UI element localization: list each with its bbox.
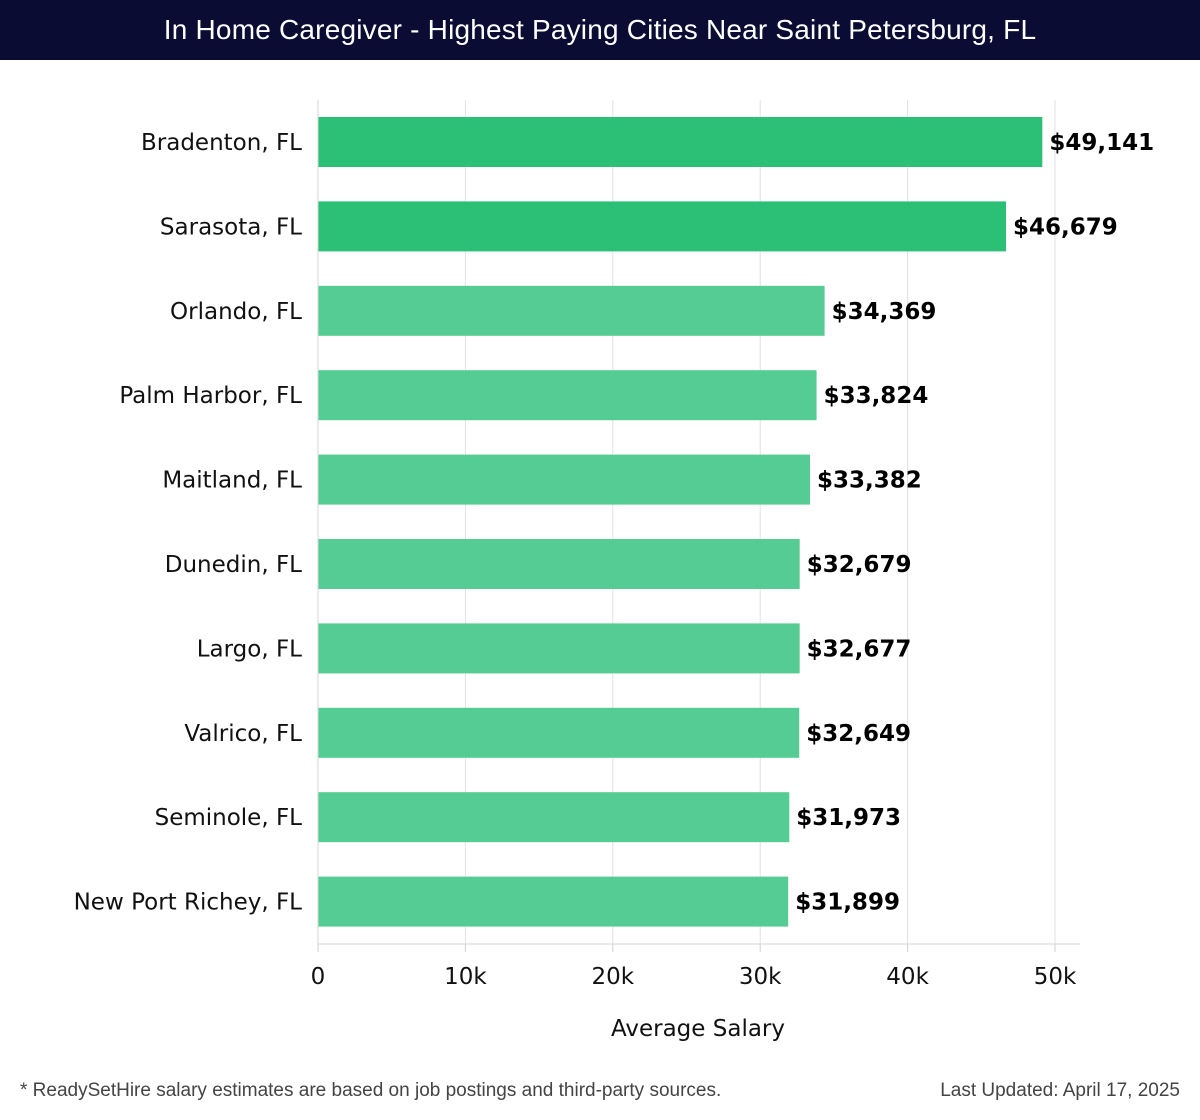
value-label: $32,679 [807, 552, 912, 578]
bar-chart: Bradenton, FL Sarasota, FL Orlando, FL Palm… [74, 100, 1154, 1042]
x-axis-title: Average Salary [611, 1016, 785, 1042]
value-label: $31,899 [795, 890, 900, 916]
value-label: $34,369 [832, 299, 937, 325]
category-label: Maitland, FL [162, 468, 302, 494]
category-label: Largo, FL [197, 636, 302, 662]
last-updated: Last Updated: April 17, 2025 [940, 1080, 1180, 1101]
bar [318, 285, 825, 336]
value-label: $32,677 [807, 636, 912, 662]
bar [318, 792, 790, 843]
bars [318, 117, 1043, 927]
value-label: $49,141 [1049, 130, 1154, 156]
category-label: Sarasota, FL [160, 214, 302, 240]
value-labels: $49,141 $46,679 $34,369 $33,824 $33,382 $32,6… [795, 130, 1154, 916]
category-label: Palm Harbor, FL [119, 383, 302, 409]
bar [318, 370, 817, 421]
bar [318, 707, 800, 758]
x-axis: 0 10k 20k 30k 40k 50k [311, 100, 1080, 990]
chart-title: In Home Caregiver - Highest Paying Citie… [0, 0, 1200, 60]
x-tick-label: 30k [739, 964, 782, 990]
category-label: New Port Richey, FL [74, 890, 303, 916]
bar [318, 623, 800, 674]
x-tick-label: 0 [311, 964, 326, 990]
value-label: $46,679 [1013, 214, 1118, 240]
x-tick-label: 50k [1034, 964, 1077, 990]
category-label: Seminole, FL [155, 805, 303, 831]
value-label: $32,649 [806, 721, 911, 747]
category-label: Orlando, FL [170, 299, 302, 325]
x-tick-label: 40k [886, 964, 929, 990]
value-label: $31,973 [796, 805, 901, 831]
category-labels: Bradenton, FL Sarasota, FL Orlando, FL Palm… [74, 130, 303, 916]
category-label: Valrico, FL [184, 721, 302, 747]
footer-note: * ReadySetHire salary estimates are base… [20, 1080, 722, 1101]
bar [318, 454, 811, 505]
x-tick-label: 20k [592, 964, 635, 990]
category-label: Bradenton, FL [141, 130, 302, 156]
value-label: $33,382 [817, 468, 922, 494]
category-label: Dunedin, FL [165, 552, 302, 578]
bar [318, 117, 1043, 167]
bar [318, 539, 800, 589]
bar [318, 876, 789, 927]
x-tick-label: 10k [444, 964, 487, 990]
value-label: $33,824 [824, 383, 929, 409]
bar [318, 201, 1007, 252]
